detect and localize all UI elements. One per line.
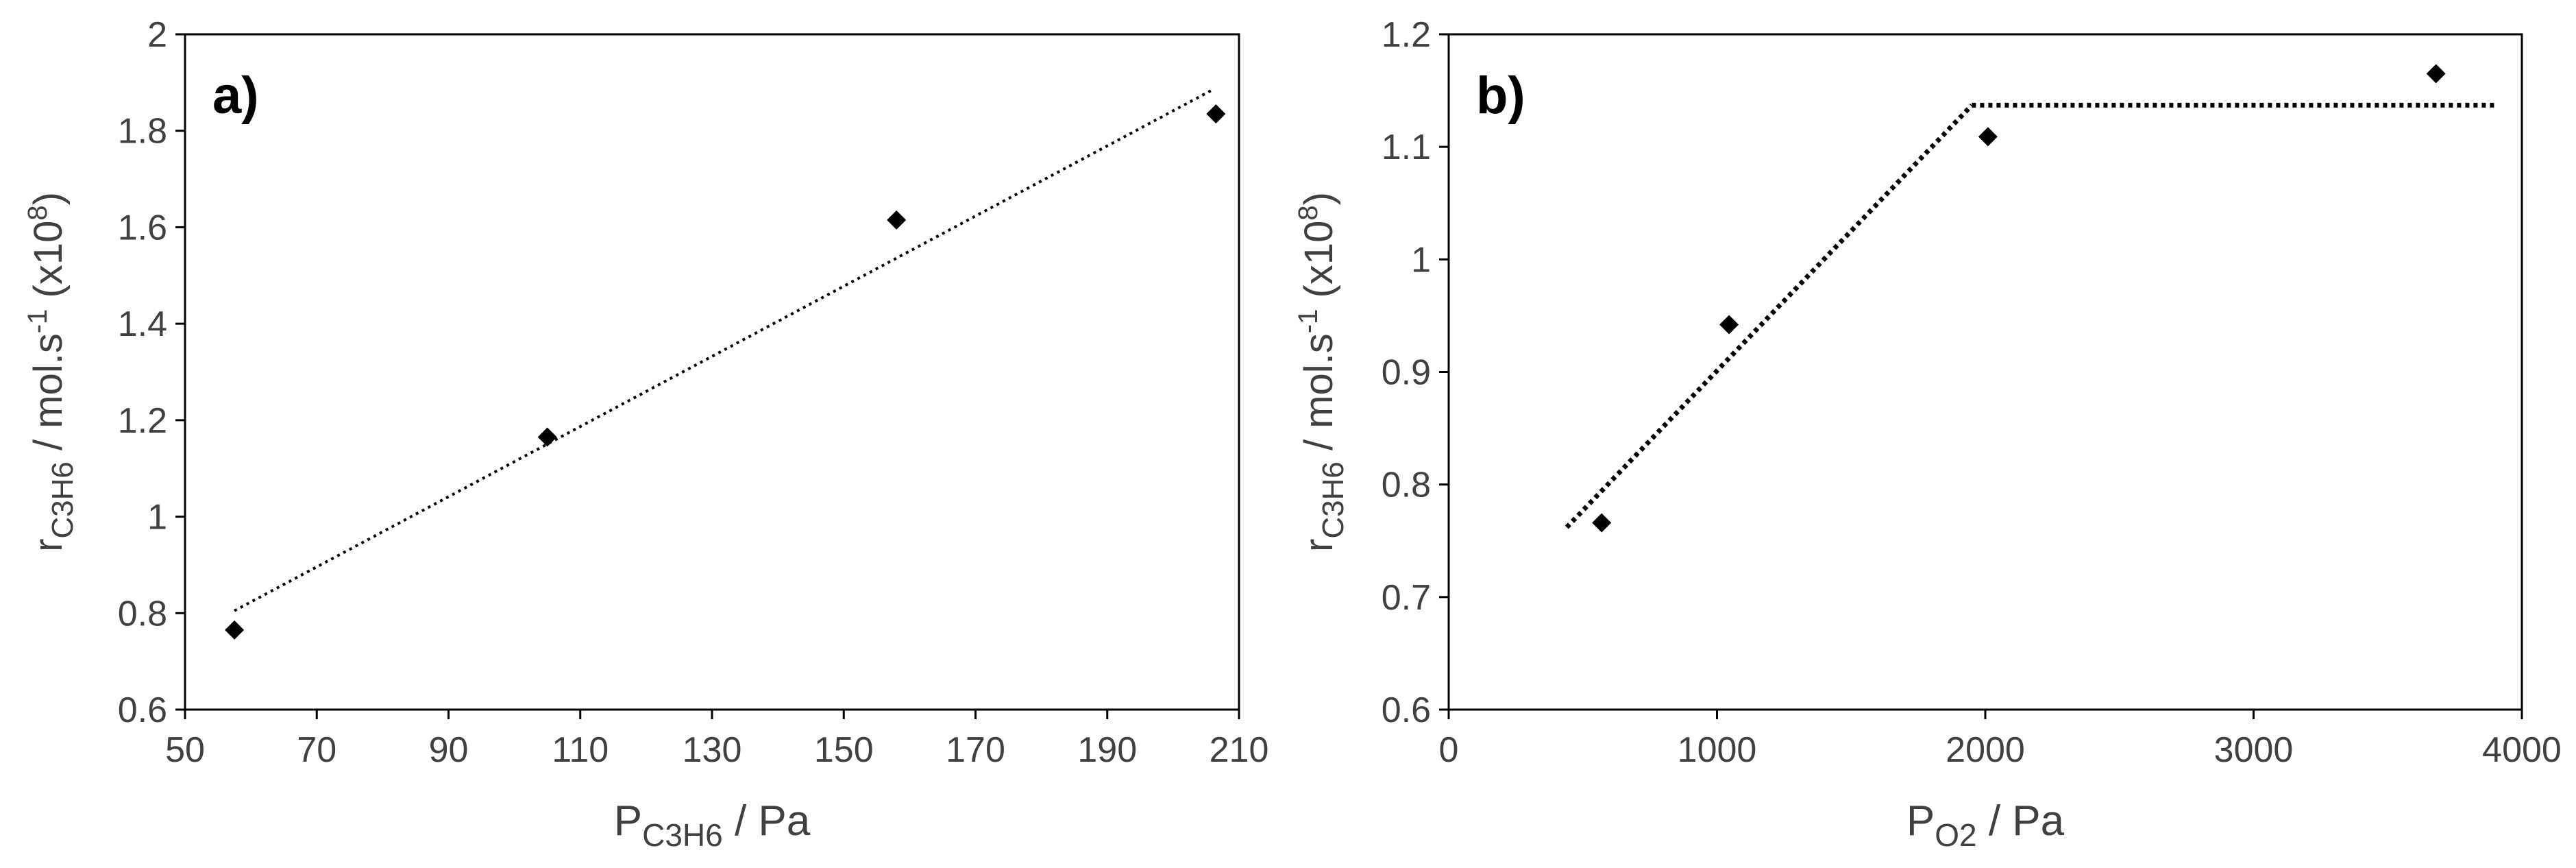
panel-b-data-point xyxy=(2426,64,2446,84)
panel-b-y-tick-label: 0.9 xyxy=(1382,353,1431,393)
panel-a-label: a) xyxy=(212,67,259,125)
panel-a-y-label-mid: / mol.s xyxy=(26,333,71,461)
panel-a-x-tick-label: 110 xyxy=(552,730,609,770)
panel-a-y-tick-label: 0.6 xyxy=(118,690,167,730)
panel-b-y-label-mid2: (x10 xyxy=(1297,221,1341,309)
panel-a-y-label-sup2: 8 xyxy=(23,205,53,220)
panel-a-x-tick-label: 190 xyxy=(1077,730,1137,770)
panel-b-data-point xyxy=(1719,315,1739,335)
panel-b-x-tick-label: 3000 xyxy=(2214,730,2294,770)
panel-a-data-point xyxy=(537,427,557,447)
panel-a-x-label-rest: / Pa xyxy=(723,797,811,845)
panel-a-y-label-sub: C3H6 xyxy=(46,461,79,539)
panel-b-y-label-sup2: 8 xyxy=(1293,205,1323,220)
panel-a-x-tick-label: 70 xyxy=(297,730,336,770)
panel-a-plot-frame xyxy=(184,33,1240,711)
panel-b-y-label-main: r xyxy=(1297,539,1341,552)
panel-a-y-label-end: ) xyxy=(26,192,71,205)
panel-a-x-tick-label: 210 xyxy=(1210,730,1269,770)
panel-a-x-axis-label: PC3H6 / Pa xyxy=(614,797,811,853)
panel-a-x-label-main: P xyxy=(614,797,642,845)
panel-b-x-label-rest: / Pa xyxy=(1977,797,2065,845)
panel-a-x-tick-label: 150 xyxy=(814,730,874,770)
panel-b-x-tick-label: 2000 xyxy=(1946,730,2025,770)
panel-b-y-tick-label: 1.1 xyxy=(1382,128,1431,167)
panel-a-y-tick-label: 1.2 xyxy=(118,401,167,441)
panel-b-y-tick-label: 1 xyxy=(1411,240,1431,280)
panel-b-y-tick-label: 0.6 xyxy=(1382,690,1431,730)
panel-b-y-label-sub: C3H6 xyxy=(1316,461,1350,539)
panel-a-data-point xyxy=(1206,104,1226,124)
panel-b-y-axis-label: rC3H6 / mol.s-1 (x108) xyxy=(1293,192,1350,552)
panel-b-fit-line-1 xyxy=(1565,104,1974,529)
panel-b-y-tick-label: 0.7 xyxy=(1382,578,1431,618)
panel-a-fit-line-1 xyxy=(234,88,1214,612)
panel-b-x-tick-label: 0 xyxy=(1439,730,1459,770)
panel-a-x-tick-label: 130 xyxy=(683,730,742,770)
panel-a-y-tick-label: 0.8 xyxy=(118,594,167,634)
panel-a-y-tick-label: 1.8 xyxy=(118,112,167,152)
panel-b-x-tick-label: 4000 xyxy=(2482,730,2562,770)
panel-b-label: b) xyxy=(1476,67,1525,125)
panel-a-y-axis-label: rC3H6 / mol.s-1 (x108) xyxy=(23,192,79,552)
panel-b-y-tick-label: 1.2 xyxy=(1382,15,1431,55)
panel-a-x-tick-label: 90 xyxy=(429,730,469,770)
panel-b-y-label-mid: / mol.s xyxy=(1297,333,1341,461)
panel-a: 0.6 0.8 1 1.2 1.4 1.6 1.8 2 50 70 90 110 130 150 170 19… xyxy=(23,15,1268,853)
panel-a-y-label-main: r xyxy=(26,539,71,552)
panel-a-x-tick-label: 50 xyxy=(165,730,205,770)
panel-b: 0.6 0.7 0.8 0.9 1 1.1 1.2 0 1000 2000 3000 4000 b) PO… xyxy=(1293,15,2562,853)
panel-a-y-tick-label: 1.4 xyxy=(118,304,167,344)
panel-a-y-label-mid2: (x10 xyxy=(26,221,71,309)
panel-b-data-point xyxy=(1978,127,1998,147)
panel-b-x-axis-label: PO2 / Pa xyxy=(1906,797,2065,853)
panel-b-y-tick-label: 0.8 xyxy=(1382,466,1431,505)
panel-a-y-tick-label: 2 xyxy=(147,15,167,55)
panel-a-data-point xyxy=(225,620,245,640)
panel-b-y-label-sup1: -1 xyxy=(1293,309,1323,334)
panel-b-x-label-main: P xyxy=(1906,797,1935,845)
panel-b-x-tick-label: 1000 xyxy=(1678,730,1757,770)
panel-a-x-label-sub: C3H6 xyxy=(642,817,723,853)
panel-b-data-point xyxy=(1592,513,1612,533)
panel-a-y-label-sup1: -1 xyxy=(23,309,53,334)
panel-a-x-tick-label: 170 xyxy=(946,730,1005,770)
panel-b-x-label-sub: O2 xyxy=(1935,817,1976,853)
panel-a-data-point xyxy=(887,210,907,230)
panel-b-y-label-end: ) xyxy=(1297,192,1341,205)
panel-a-y-tick-label: 1 xyxy=(147,498,167,538)
panel-a-y-tick-label: 1.6 xyxy=(118,208,167,248)
